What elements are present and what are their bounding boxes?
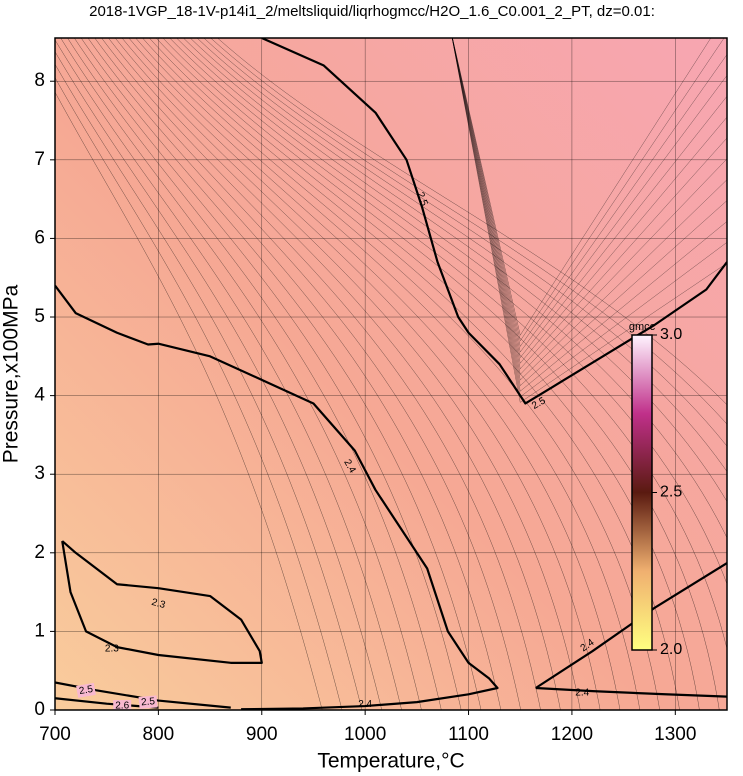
x-tick-label: 1300 bbox=[654, 724, 696, 745]
y-tick-label: 5 bbox=[34, 306, 45, 327]
minor-contour bbox=[451, 38, 727, 387]
minor-contour bbox=[162, 38, 720, 710]
minor-contour bbox=[452, 38, 727, 359]
minor-contour bbox=[452, 38, 712, 336]
colorbar-tick-label: 2.0 bbox=[660, 641, 682, 658]
contour-label: 2.5 bbox=[414, 191, 429, 208]
contour-line bbox=[535, 686, 727, 698]
y-tick-label: 6 bbox=[34, 227, 45, 248]
contour-label: 2.5 bbox=[78, 684, 94, 697]
minor-contour bbox=[203, 38, 727, 447]
y-tick-label: 8 bbox=[34, 70, 45, 91]
minor-contour bbox=[94, 38, 521, 710]
contour-label: 2.3 bbox=[150, 597, 167, 611]
minor-contour bbox=[108, 38, 561, 710]
y-tick-label: 1 bbox=[34, 620, 45, 641]
contour-label: 2.6 bbox=[115, 701, 129, 712]
minor-contour bbox=[101, 38, 541, 710]
minor-contour bbox=[55, 51, 382, 710]
contour-line bbox=[535, 562, 727, 689]
minor-contour bbox=[169, 38, 727, 650]
minor-contour bbox=[451, 38, 727, 392]
y-tick-label: 3 bbox=[34, 463, 45, 484]
contour-line bbox=[61, 540, 263, 664]
minor-contour bbox=[142, 38, 660, 710]
minor-contour bbox=[176, 38, 727, 586]
colorbar-tick-label: 3.0 bbox=[660, 326, 682, 343]
contour-label-bg bbox=[76, 682, 96, 698]
minor-contour bbox=[217, 38, 727, 406]
x-tick-label: 1100 bbox=[448, 724, 489, 745]
x-tick-label: 1200 bbox=[551, 724, 593, 745]
minor-contour bbox=[451, 38, 727, 381]
colorbar bbox=[631, 334, 653, 651]
minor-contour bbox=[452, 38, 727, 348]
x-tick-label: 800 bbox=[143, 724, 175, 745]
contour-label: 2.4 bbox=[575, 687, 589, 698]
minor-contour bbox=[452, 38, 727, 370]
minor-contour bbox=[80, 38, 482, 710]
minor-contour bbox=[87, 38, 502, 710]
minor-contour bbox=[128, 38, 621, 710]
plot-background bbox=[55, 38, 727, 710]
minor-contour bbox=[210, 38, 727, 425]
contour-label: 2.5 bbox=[141, 696, 156, 708]
contour-label: 2.4 bbox=[358, 699, 372, 710]
contour-label-bg bbox=[138, 695, 158, 709]
y-tick-label: 0 bbox=[34, 699, 45, 720]
minor-contour bbox=[74, 38, 462, 710]
x-tick-label: 1000 bbox=[344, 724, 386, 745]
minor-contour bbox=[183, 38, 727, 539]
minor-contour bbox=[55, 39, 402, 710]
minor-contour bbox=[55, 77, 343, 710]
x-tick-label: 700 bbox=[39, 724, 71, 745]
contour-line bbox=[55, 681, 231, 709]
y-tick-label: 2 bbox=[34, 542, 45, 563]
minor-contour bbox=[115, 38, 581, 710]
colorbar-tick-label: 2.5 bbox=[660, 484, 682, 501]
y-axis-label: Pressure,x100MPa bbox=[0, 284, 23, 463]
contour-line bbox=[55, 284, 499, 710]
minor-contour bbox=[67, 38, 442, 710]
plot-frame bbox=[54, 37, 728, 711]
colorbar-label: gmcc bbox=[629, 321, 656, 333]
minor-contour bbox=[452, 38, 727, 353]
contour-label-bg bbox=[113, 700, 132, 710]
plot-area: 2.52.52.42.42.42.42.32.32.52.52.6 bbox=[55, 38, 727, 712]
minor-contour bbox=[452, 38, 725, 342]
y-tick-label: 4 bbox=[34, 385, 45, 406]
minor-contour bbox=[60, 38, 422, 710]
minor-contour bbox=[55, 63, 363, 710]
minor-contour bbox=[451, 38, 727, 375]
minor-contour bbox=[451, 38, 727, 403]
minor-contour bbox=[452, 38, 727, 364]
minor-contour bbox=[196, 38, 727, 473]
contour-label: 2.3 bbox=[105, 643, 119, 654]
x-axis-label: Temperature,°C bbox=[317, 750, 464, 773]
minor-contour bbox=[121, 38, 601, 710]
chart-title: 2018-1VGP_18-1V-p14i1_2/meltsliquid/liqr… bbox=[89, 3, 655, 20]
minor-contour bbox=[135, 38, 641, 710]
x-tick-label: 900 bbox=[246, 724, 278, 745]
minor-contour bbox=[55, 91, 323, 710]
y-tick-label: 7 bbox=[34, 149, 45, 170]
minor-contour bbox=[155, 38, 700, 710]
